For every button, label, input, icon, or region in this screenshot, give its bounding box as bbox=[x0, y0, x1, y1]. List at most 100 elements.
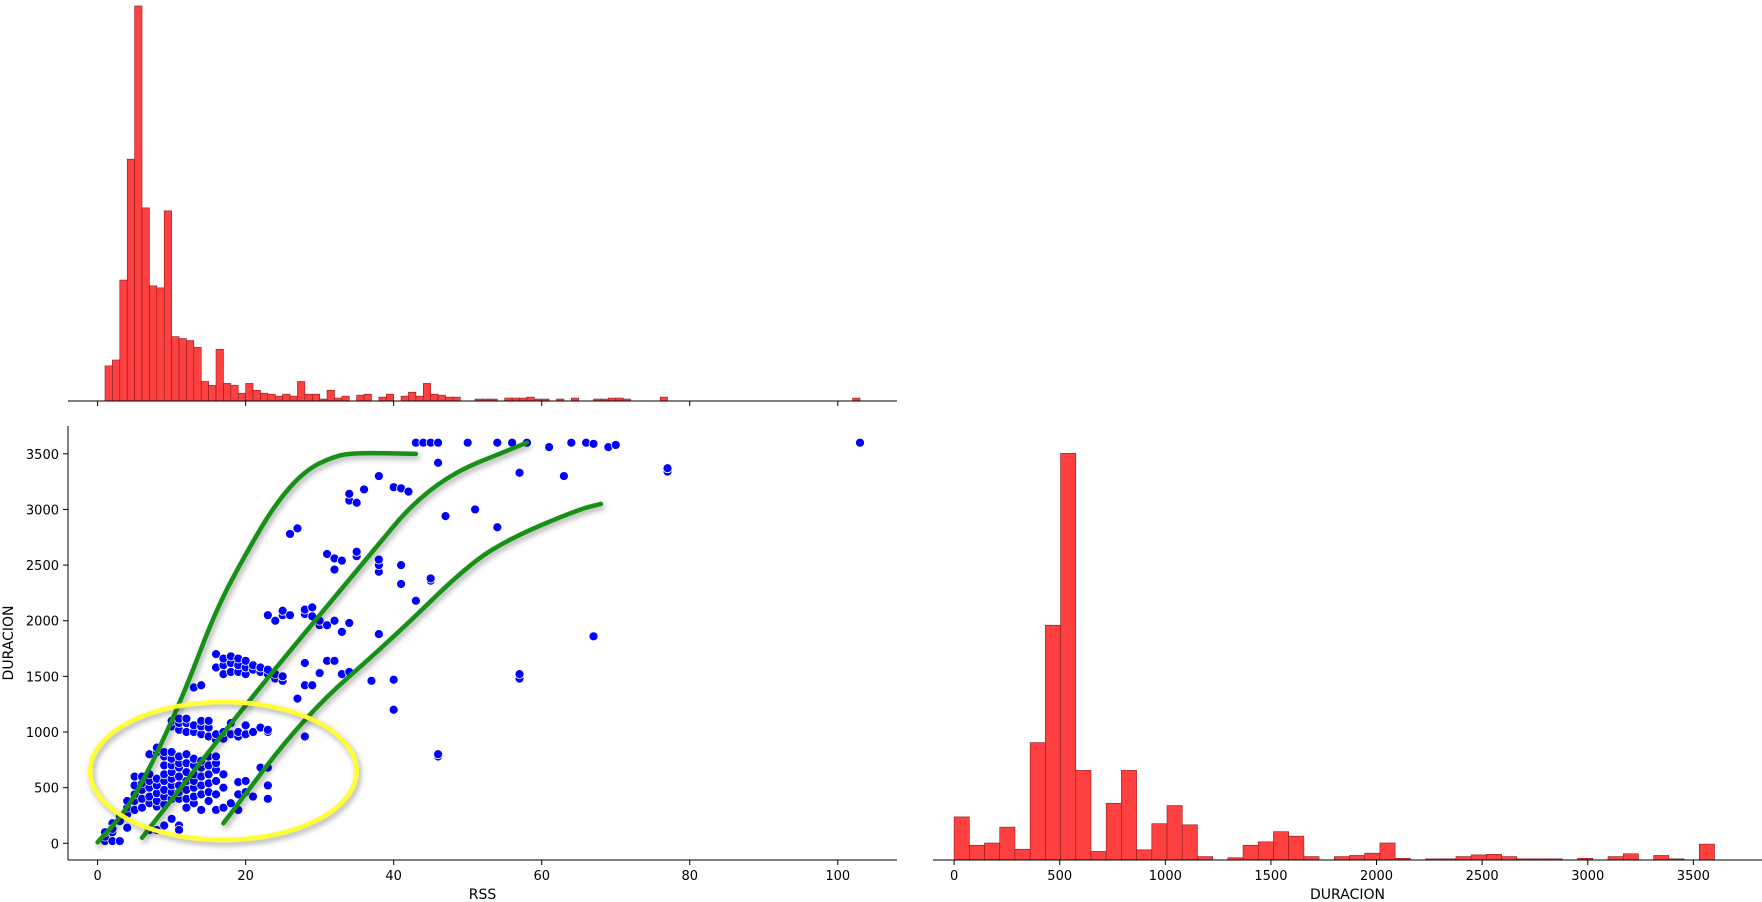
scatter-point bbox=[514, 467, 525, 478]
scatter-point bbox=[285, 610, 295, 621]
annotation-green-curve bbox=[221, 501, 604, 826]
scatter-point bbox=[373, 554, 384, 565]
histogram-bar bbox=[1197, 856, 1213, 861]
scatter-point bbox=[262, 793, 273, 804]
right-x-tick-label: 0 bbox=[950, 869, 958, 884]
histogram-bar bbox=[1060, 453, 1077, 861]
histogram-bar bbox=[163, 210, 172, 402]
right-x-tick-label: 1500 bbox=[1254, 869, 1287, 884]
histogram-bar bbox=[282, 393, 291, 402]
histogram-bar bbox=[1622, 853, 1639, 861]
histogram-bar bbox=[1273, 831, 1289, 861]
scatter-point bbox=[196, 805, 207, 815]
histogram-bar bbox=[1181, 824, 1198, 861]
scatter-point bbox=[388, 704, 399, 715]
histogram-bar bbox=[223, 383, 232, 402]
histogram-bar bbox=[999, 826, 1016, 861]
histogram-bar bbox=[437, 394, 446, 402]
histogram-bar bbox=[141, 207, 150, 402]
scatter-point bbox=[299, 658, 310, 668]
histogram-bar bbox=[304, 393, 313, 402]
scatter-point bbox=[425, 573, 436, 584]
scatter-y-tick-label: 500 bbox=[34, 782, 59, 797]
scatter-point bbox=[270, 615, 281, 626]
histogram-bar bbox=[1151, 823, 1168, 861]
scatter-point bbox=[329, 564, 340, 575]
scatter-x-tick-label: 60 bbox=[533, 869, 550, 884]
scatter-point bbox=[262, 610, 273, 621]
scatter-point bbox=[211, 751, 221, 762]
histogram-bar bbox=[408, 391, 417, 402]
histogram-bar bbox=[1470, 854, 1487, 861]
scatter-point bbox=[166, 813, 177, 824]
scatter-point bbox=[662, 463, 673, 474]
histogram-bar bbox=[341, 395, 350, 402]
histogram-bar bbox=[1045, 624, 1061, 861]
scatter-y-axis-label: DURACION bbox=[1, 606, 17, 681]
histogram-bar bbox=[1136, 849, 1153, 861]
scatter-point bbox=[262, 780, 273, 791]
histogram-bar bbox=[171, 336, 180, 402]
histogram-bar bbox=[1075, 770, 1092, 861]
scatter-point bbox=[433, 749, 443, 760]
scatter-y-tick-label: 3000 bbox=[26, 503, 59, 518]
histogram-bar bbox=[415, 395, 424, 402]
scatter-point bbox=[344, 488, 355, 499]
histogram-bar bbox=[1166, 805, 1183, 861]
histogram-bar bbox=[289, 395, 298, 402]
scatter-point bbox=[307, 680, 318, 691]
histogram-bar bbox=[311, 393, 320, 402]
histogram-bar bbox=[230, 385, 239, 402]
scatter-point bbox=[351, 497, 362, 508]
scatter-point bbox=[492, 522, 503, 533]
scatter-point bbox=[322, 549, 332, 559]
histogram-bar bbox=[659, 396, 668, 402]
scatter-point bbox=[462, 437, 473, 448]
scatter-point bbox=[403, 486, 414, 497]
histogram-bar bbox=[193, 347, 202, 402]
scatter-point bbox=[292, 693, 303, 704]
scatter-point bbox=[307, 602, 318, 613]
scatter-point bbox=[240, 655, 251, 666]
scatter-point bbox=[248, 791, 258, 802]
histogram-bar bbox=[104, 365, 113, 402]
scatter-point bbox=[122, 822, 133, 833]
histogram-bar bbox=[200, 381, 209, 402]
histogram-bar bbox=[186, 340, 195, 402]
scatter-point bbox=[203, 715, 214, 726]
scatter-point bbox=[248, 727, 258, 737]
right-x-tick-label: 500 bbox=[1047, 869, 1072, 884]
histogram-bar bbox=[430, 393, 439, 402]
histogram-bar bbox=[1014, 848, 1031, 861]
scatter-point bbox=[440, 511, 451, 522]
scatter-point bbox=[388, 674, 399, 685]
histogram-bar bbox=[267, 393, 276, 402]
scatter-point bbox=[211, 789, 221, 800]
histogram-bar bbox=[245, 383, 254, 402]
histogram-bar bbox=[378, 396, 387, 402]
histogram-bar bbox=[356, 394, 365, 402]
scatter-point bbox=[396, 579, 406, 589]
histogram-bar bbox=[452, 396, 461, 402]
scatter-point bbox=[314, 668, 325, 678]
scatter-x-axis-label: RSS bbox=[469, 887, 497, 902]
scatter-point bbox=[588, 631, 599, 642]
scatter-y-tick-label: 0 bbox=[51, 837, 59, 852]
histogram-bar bbox=[274, 395, 283, 402]
top-histogram bbox=[68, 5, 897, 406]
scatter-x-tick-label: 100 bbox=[825, 869, 850, 884]
scatter-point bbox=[322, 620, 332, 631]
scatter-y-tick-label: 1000 bbox=[26, 726, 59, 741]
histogram-bar bbox=[1303, 856, 1320, 861]
scatter-point bbox=[544, 442, 555, 453]
right-x-tick-label: 2500 bbox=[1466, 869, 1499, 884]
histogram-bar bbox=[1486, 854, 1502, 861]
right-x-tick-label: 3000 bbox=[1571, 869, 1604, 884]
scatter-point bbox=[174, 825, 184, 835]
histogram-bar bbox=[134, 5, 143, 402]
histogram-bar bbox=[252, 389, 261, 402]
histogram-bar bbox=[297, 381, 306, 402]
histogram-bar bbox=[326, 389, 335, 402]
scatter-y-tick-label: 3500 bbox=[26, 448, 59, 463]
